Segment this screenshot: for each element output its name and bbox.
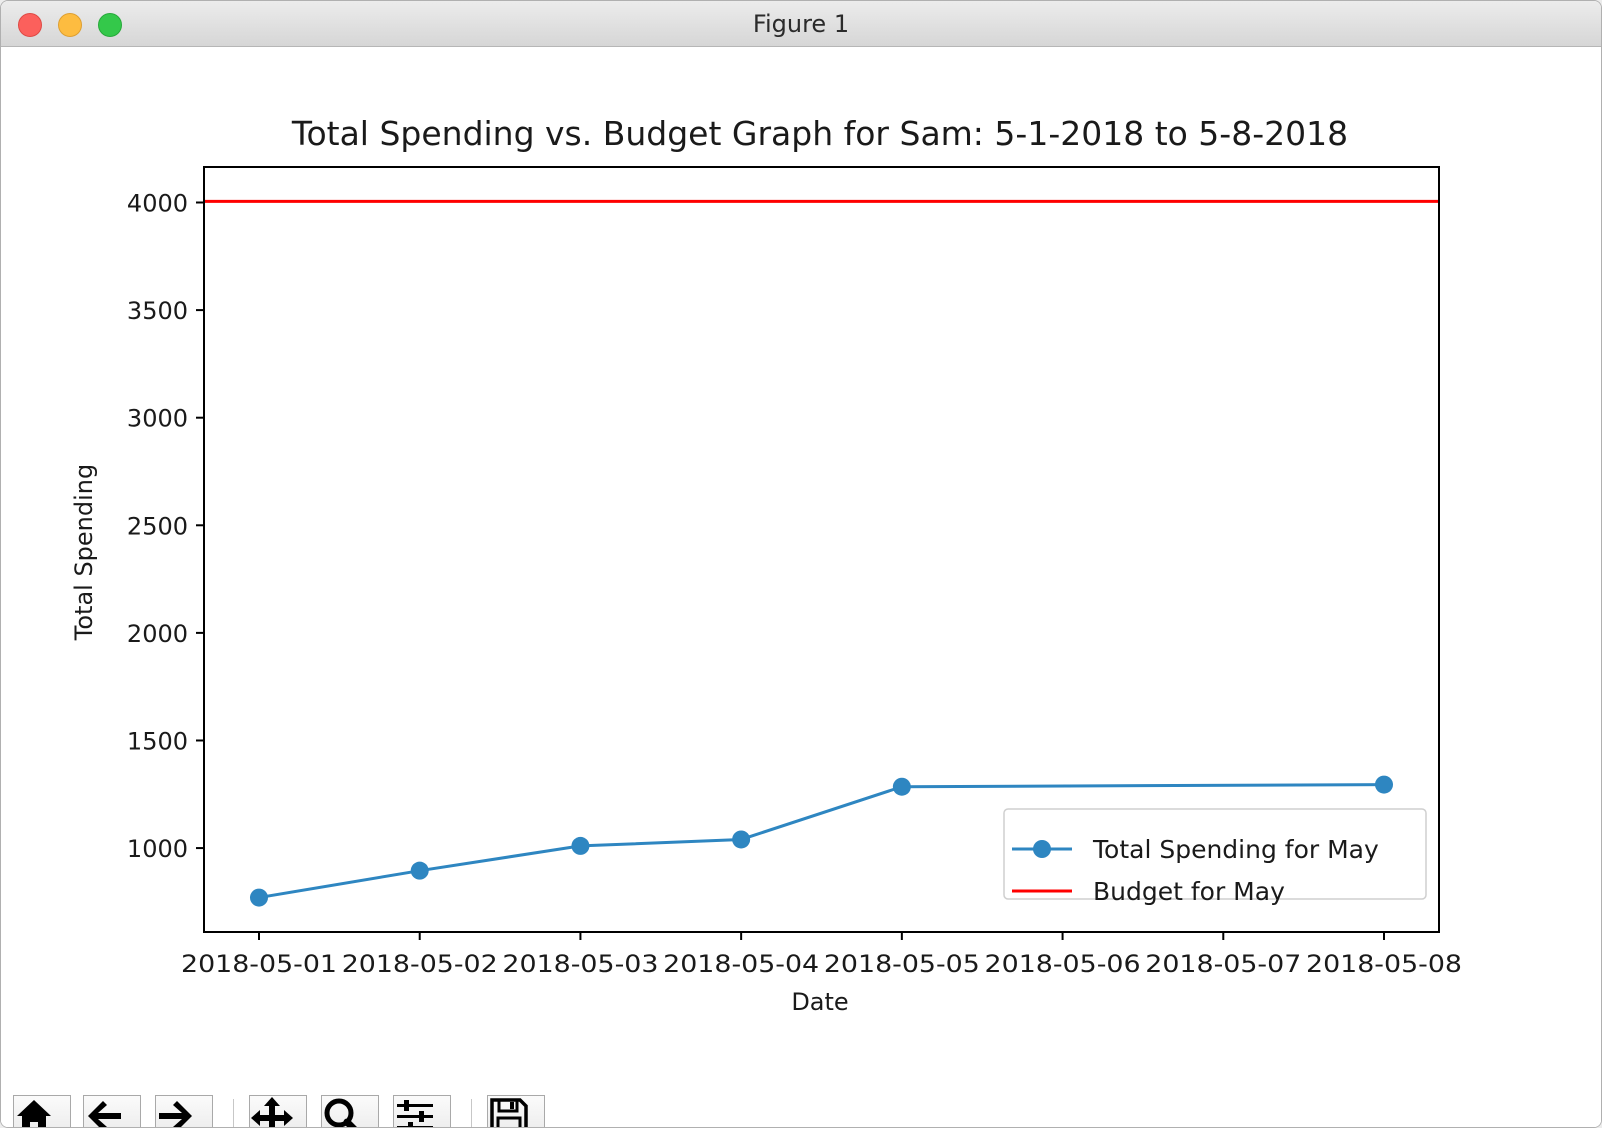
sliders-icon: [397, 1100, 433, 1127]
spending-point: [250, 888, 268, 907]
x-tick-label: 2018-05-03: [502, 950, 658, 978]
spending-point: [571, 836, 590, 855]
home-button[interactable]: [13, 1095, 71, 1127]
legend: Total Spending for May Budget for May: [1003, 808, 1427, 906]
minimize-button[interactable]: [58, 13, 82, 37]
configure-subplots-button[interactable]: [393, 1095, 451, 1127]
back-button[interactable]: [83, 1095, 141, 1127]
spending-point: [1375, 775, 1393, 794]
spending-point: [892, 777, 911, 796]
x-tick-label: 2018-05-02: [342, 950, 498, 978]
legend-label-spending: Total Spending for May: [1092, 835, 1379, 864]
x-tick-label: 2018-05-08: [1306, 950, 1462, 978]
save-button[interactable]: [487, 1095, 545, 1127]
y-tick-label: 2000: [127, 620, 188, 648]
spending-line: [258, 783, 1385, 900]
magnifier-icon: [324, 1098, 357, 1127]
y-axis-label: Total Spending: [70, 464, 98, 641]
legend-marker-spending: [1033, 840, 1051, 858]
floppy-disk-icon: [490, 1098, 528, 1127]
chart-title: Total Spending vs. Budget Graph for Sam:…: [291, 114, 1348, 153]
move-icon: [251, 1097, 293, 1127]
title-bar: Figure 1: [1, 1, 1601, 47]
forward-button[interactable]: [155, 1095, 213, 1127]
legend-box: [1003, 808, 1427, 900]
home-icon: [17, 1100, 51, 1127]
x-tick-label: 2018-05-07: [1145, 950, 1301, 978]
y-tick-label: 4000: [127, 190, 188, 218]
spending-point: [732, 830, 751, 849]
legend-label-budget: Budget for May: [1093, 877, 1285, 906]
x-tick-label: 2018-05-04: [663, 950, 819, 978]
plot-frame: [203, 166, 1440, 933]
close-button[interactable]: [18, 13, 42, 37]
figure-canvas: Total Spending vs. Budget Graph for Sam:…: [1, 47, 1601, 1127]
arrow-right-icon: [159, 1101, 192, 1127]
x-tick-label: 2018-05-01: [181, 950, 337, 978]
x-axis-label: Date: [791, 988, 848, 1016]
y-tick-label: 3000: [127, 405, 188, 433]
x-tick-label: 2018-05-06: [985, 950, 1141, 978]
y-tick-label: 1500: [127, 727, 188, 755]
maximize-button[interactable]: [98, 13, 122, 37]
window-title: Figure 1: [752, 10, 850, 38]
arrow-left-icon: [88, 1101, 121, 1127]
toolbar-separator: [233, 1099, 234, 1127]
y-tick-label: 2500: [127, 512, 188, 540]
y-tick-label: 3500: [127, 297, 188, 325]
zoom-button[interactable]: [321, 1095, 379, 1127]
spending-point: [410, 861, 429, 880]
navigation-toolbar: [1, 1087, 1601, 1127]
y-tick-label: 1000: [127, 835, 188, 863]
x-tick-label: 2018-05-05: [824, 950, 980, 978]
pan-button[interactable]: [249, 1095, 307, 1127]
toolbar-separator: [471, 1099, 472, 1127]
line-chart: Total Spending vs. Budget Graph for Sam:…: [70, 114, 1462, 1016]
